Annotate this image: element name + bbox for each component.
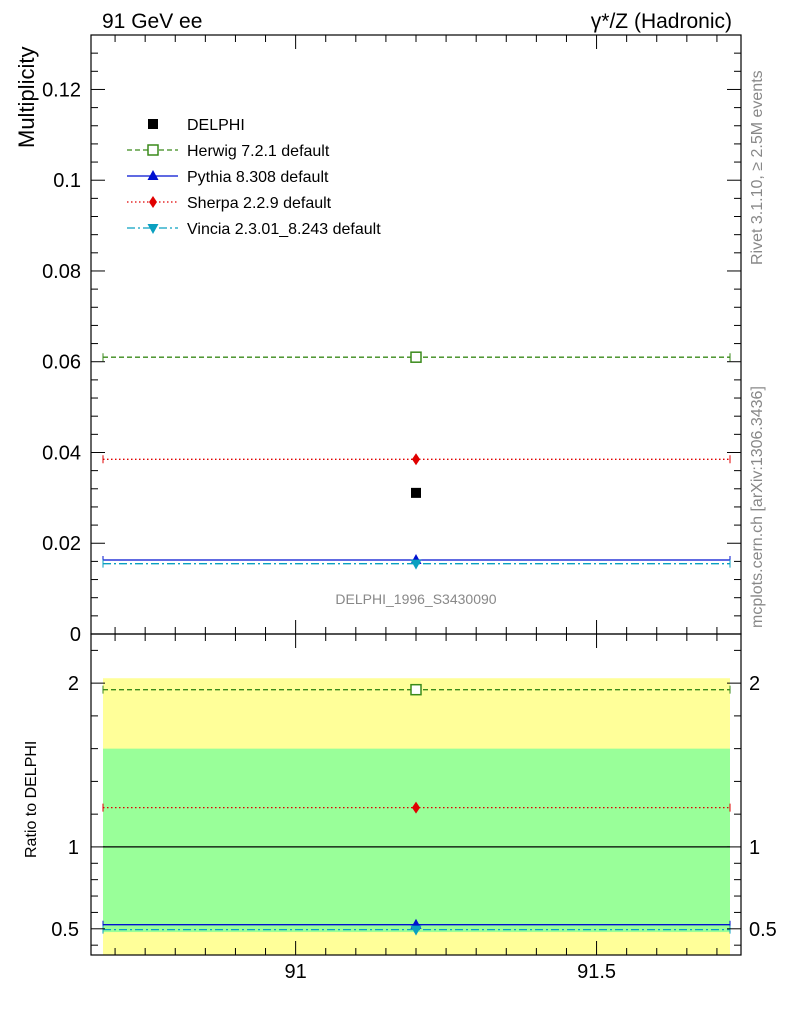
ratio-marker-4 xyxy=(410,925,422,936)
main-ytick-label: 0.06 xyxy=(42,352,81,374)
header-left: 91 GeV ee xyxy=(102,10,202,33)
x-ticks: 91 91.5 xyxy=(114,634,718,983)
analysis-watermark: DELPHI_1996_S3430090 xyxy=(335,591,496,607)
main-y-ticks: 0 0.02 0.04 0.06 0.08 0.1 0.12 xyxy=(42,34,741,646)
legend-marker-0 xyxy=(148,119,158,129)
ratio-marker-1 xyxy=(410,683,422,696)
ratio-ytick-label-right: 1 xyxy=(749,837,760,859)
x-tick-label: 91.5 xyxy=(577,961,616,983)
legend-label-2: Pythia 8.308 default xyxy=(187,169,329,186)
main-marker-0 xyxy=(411,487,421,498)
legend-marker-4 xyxy=(147,224,159,234)
main-ytick-label: 0.08 xyxy=(42,261,81,283)
rivet-label: Rivet 3.1.10, ≥ 2.5M events xyxy=(749,70,766,265)
ratio-ytick-label-right: 0.5 xyxy=(749,919,777,941)
main-ytick-label: 0.04 xyxy=(42,442,81,464)
main-ylabel: Multiplicity xyxy=(14,47,39,148)
ratio-ytick-label-right: 2 xyxy=(749,673,760,695)
source-label: mcplots.cern.ch [arXiv:1306.3436] xyxy=(749,386,766,628)
main-ytick-label: 0.12 xyxy=(42,79,81,101)
ratio-ytick-label-left: 1 xyxy=(68,837,79,859)
ratio-ytick-label-left: 0.5 xyxy=(51,919,79,941)
main-lines xyxy=(102,351,731,570)
legend-marker-1 xyxy=(147,144,159,156)
ratio-ylabel: Ratio to DELPHI xyxy=(23,741,40,858)
main-marker-4 xyxy=(410,559,422,570)
legend-label-1: Herwig 7.2.1 default xyxy=(187,143,330,160)
x-tick-label: 91 xyxy=(285,961,307,983)
header-right: γ*/Z (Hadronic) xyxy=(591,10,732,33)
ratio-y-ticks: 0.5 0.5 1 1 2 2 xyxy=(51,649,777,946)
legend: DELPHI Herwig 7.2.1 default Pythia 8.308 d… xyxy=(127,117,381,238)
ratio-marker-3 xyxy=(412,801,420,814)
ratio-band-inner xyxy=(103,748,730,933)
main-ytick-label: 0.1 xyxy=(53,170,81,192)
legend-marker-2 xyxy=(147,170,159,180)
legend-label-3: Sherpa 2.2.9 default xyxy=(187,195,332,212)
main-ytick-label: 0.02 xyxy=(42,533,81,555)
legend-label-0: DELPHI xyxy=(187,117,245,134)
main-ytick-label: 0 xyxy=(70,624,81,646)
main-marker-1 xyxy=(410,351,422,363)
main-marker-3 xyxy=(412,453,420,466)
ratio-lines xyxy=(102,683,731,936)
ratio-bands xyxy=(103,678,730,955)
legend-label-4: Vincia 2.3.01_8.243 default xyxy=(187,221,381,238)
ratio-ytick-label-left: 2 xyxy=(68,673,79,695)
legend-marker-3 xyxy=(149,196,157,208)
